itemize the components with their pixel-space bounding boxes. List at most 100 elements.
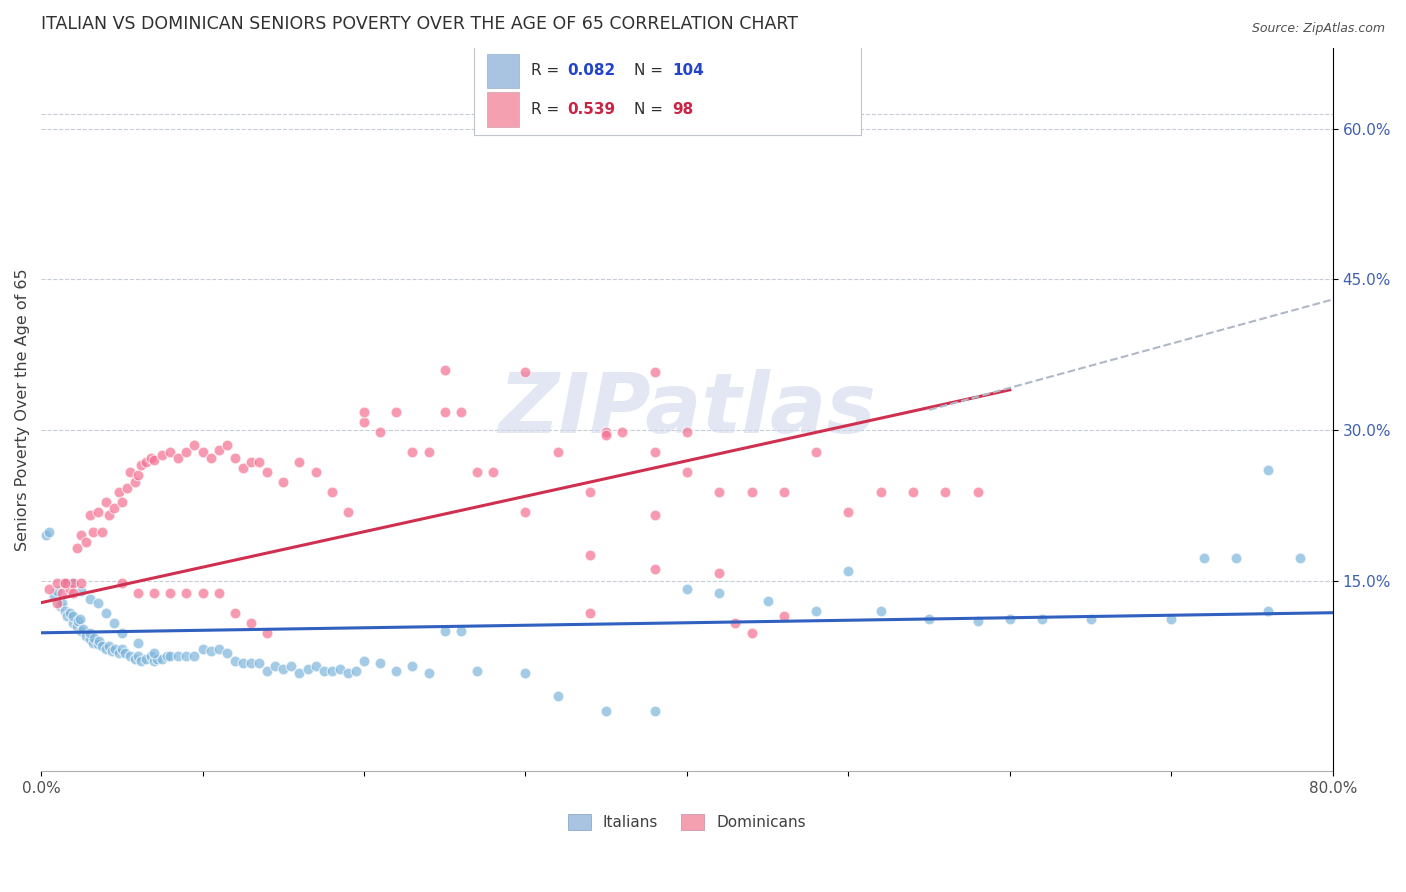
Point — [91, 639, 114, 653]
Point — [644, 508, 666, 523]
Point — [804, 604, 827, 618]
Point — [75, 535, 97, 549]
Point — [159, 648, 181, 663]
Point — [353, 415, 375, 429]
Point — [53, 575, 76, 590]
Point — [1031, 612, 1053, 626]
Point — [271, 662, 294, 676]
Point — [329, 662, 352, 676]
Point — [150, 652, 173, 666]
Point — [53, 575, 76, 590]
Text: 98: 98 — [672, 102, 695, 117]
Point — [344, 664, 367, 678]
Point — [208, 585, 231, 599]
Point — [59, 582, 82, 596]
Point — [336, 665, 359, 680]
Point — [91, 525, 114, 540]
Point — [368, 425, 391, 439]
Point — [176, 648, 198, 663]
Point — [107, 646, 129, 660]
Point — [94, 606, 117, 620]
Point — [167, 648, 190, 663]
Point — [304, 465, 326, 479]
Text: N =: N = — [634, 102, 668, 117]
Point — [59, 606, 82, 620]
Text: R =: R = — [530, 63, 564, 78]
Point — [547, 445, 569, 459]
Point — [756, 593, 779, 607]
Point — [143, 453, 166, 467]
Point — [62, 585, 84, 599]
Point — [644, 365, 666, 379]
Point — [1257, 463, 1279, 477]
Point — [111, 575, 134, 590]
Point — [94, 641, 117, 656]
Point — [772, 485, 794, 500]
Point — [1289, 551, 1312, 566]
Point — [97, 639, 120, 653]
Point — [46, 575, 69, 590]
Point — [156, 648, 179, 663]
Point — [191, 445, 214, 459]
Point — [385, 405, 408, 419]
FancyBboxPatch shape — [474, 41, 862, 136]
Text: N =: N = — [634, 63, 668, 78]
Point — [56, 608, 79, 623]
Point — [191, 585, 214, 599]
Point — [62, 575, 84, 590]
Point — [240, 455, 263, 469]
Point — [124, 652, 146, 666]
Point — [224, 654, 246, 668]
Point — [433, 624, 456, 638]
FancyBboxPatch shape — [486, 92, 519, 127]
Point — [135, 455, 157, 469]
Point — [97, 508, 120, 523]
Point — [256, 465, 278, 479]
Point — [139, 451, 162, 466]
Point — [72, 622, 94, 636]
Point — [288, 455, 311, 469]
Point — [547, 689, 569, 703]
Point — [804, 445, 827, 459]
Point — [208, 641, 231, 656]
Point — [66, 619, 89, 633]
Point — [465, 465, 488, 479]
Point — [114, 646, 136, 660]
Point — [353, 654, 375, 668]
Text: Source: ZipAtlas.com: Source: ZipAtlas.com — [1251, 22, 1385, 36]
Point — [183, 438, 205, 452]
Point — [224, 451, 246, 466]
Point — [129, 654, 152, 668]
Text: 0.539: 0.539 — [567, 102, 614, 117]
Point — [433, 363, 456, 377]
Point — [104, 641, 127, 656]
Point — [86, 596, 108, 610]
Point — [82, 636, 104, 650]
Point — [83, 631, 105, 645]
Point — [321, 485, 343, 500]
Point — [159, 585, 181, 599]
Legend: Italians, Dominicans: Italians, Dominicans — [562, 808, 813, 836]
FancyBboxPatch shape — [486, 54, 519, 88]
Text: 104: 104 — [672, 63, 704, 78]
Point — [998, 612, 1021, 626]
Point — [82, 525, 104, 540]
Point — [240, 615, 263, 630]
Point — [1160, 612, 1182, 626]
Point — [256, 664, 278, 678]
Point — [595, 704, 617, 718]
Point — [62, 575, 84, 590]
Point — [579, 485, 602, 500]
Point — [127, 468, 149, 483]
Point — [38, 582, 60, 596]
Point — [127, 648, 149, 663]
Point — [103, 615, 125, 630]
Point — [176, 585, 198, 599]
Point — [709, 566, 731, 580]
Point — [127, 636, 149, 650]
Point — [62, 615, 84, 630]
Point — [49, 599, 72, 613]
Point — [75, 629, 97, 643]
Point — [1257, 604, 1279, 618]
Text: ZIPatlas: ZIPatlas — [498, 369, 876, 450]
